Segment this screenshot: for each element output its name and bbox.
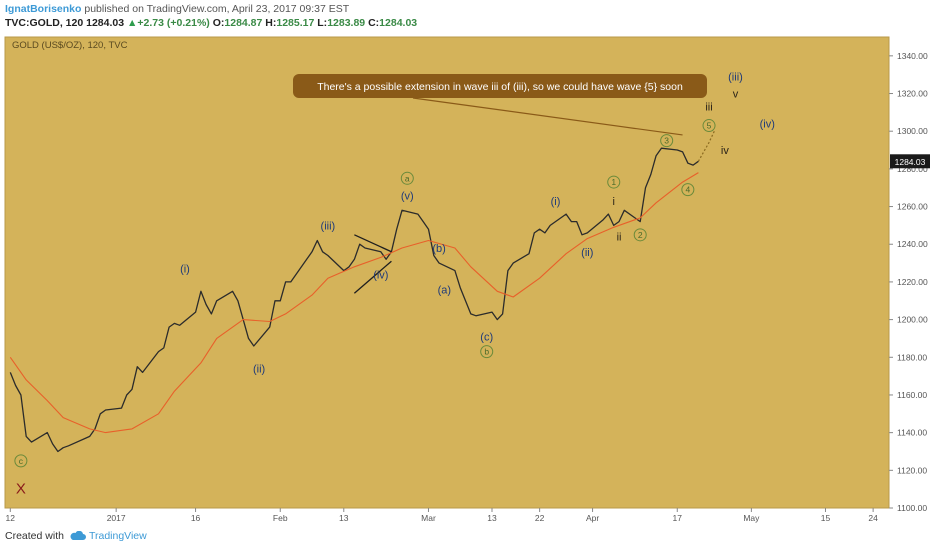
wave-circle-label: 5 [707,121,712,131]
last-price: 1284.03 [86,17,125,29]
up-arrow-icon: ▲ [127,17,138,29]
y-tick-label: 1200.00 [897,315,928,325]
y-tick-label: 1140.00 [897,428,927,438]
wave-label: (iv) [373,269,388,281]
wave-circle-marker [14,454,28,468]
close-value: 1284.03 [379,17,418,29]
close-label: C: [368,17,380,29]
chart-title: GOLD (US$/OZ), 120, TVC [12,40,128,51]
y-tick-label: 1160.00 [897,390,927,400]
x-tick-label: May [743,513,760,523]
minor-wave-label: iii [705,102,712,114]
wave-circle-label: 4 [685,185,690,195]
y-tick-label: 1120.00 [897,465,927,475]
y-tick-label: 1220.00 [897,277,928,287]
wave-label: (iv) [760,119,775,131]
wave-label: (i) [551,196,561,208]
high-label: H: [265,17,277,29]
tradingview-brand: TradingView [88,530,147,542]
x-tick-label: Apr [586,513,599,523]
y-tick-label: 1260.00 [897,202,928,212]
ohlc-header: TVC:GOLD, 120 1284.03 ▲+2.73 (+0.21%) O:… [5,17,417,29]
wave-circle-marker [480,345,494,359]
wave-circle-marker [633,228,647,242]
x-tick-label: 2017 [107,513,126,523]
plot-background [4,36,890,509]
footer: Created with TradingView [5,530,147,542]
low-value: 1283.89 [327,17,366,29]
minor-wave-label: ii [617,232,622,244]
wave-label: (i) [180,264,190,276]
open-label: O: [212,17,225,29]
y-tick-label: 1320.00 [897,89,928,99]
x-tick-label: 16 [191,513,201,523]
created-with-label: Created with [5,530,64,542]
minor-wave-label: v [733,89,739,101]
x-tick-label: 24 [868,513,878,523]
minor-wave-label: i [613,196,615,208]
wave-label: (a) [438,284,451,296]
high-value: 1285.17 [276,17,315,29]
minor-wave-label: iv [721,145,729,157]
wave-label: (c) [480,332,493,344]
wave-circle-label: 2 [638,230,643,240]
wave-circle-label: 1 [611,177,616,187]
open-value: 1284.87 [224,17,263,29]
wave-circle-label: b [484,347,489,357]
symbol-label: TVC:GOLD, 120 [5,17,84,29]
price-line [9,147,699,453]
wave-circle-label: 3 [664,136,669,146]
moving-average-line [9,172,699,434]
y-tick-label: 1180.00 [897,352,927,362]
x-tick-label: 17 [673,513,683,523]
x-tick-label: Feb [273,513,288,523]
author-link[interactable]: IgnatBorisenko [5,3,82,15]
price-change: +2.73 (+0.21%) [137,17,210,29]
callout-box [293,74,707,98]
callout-text: There's a possible extension in wave iii… [317,81,683,93]
wave-circle-marker [660,134,674,148]
y-tick-label: 1100.00 [897,503,927,513]
wave-circle-marker [400,171,414,185]
tradingview-logo[interactable]: TradingView [70,530,147,542]
wave-label: (iii) [728,72,743,84]
wave-circle-label: a [405,173,410,183]
wave-circle-marker [702,119,716,133]
y-tick-label: 1240.00 [897,239,928,249]
x-tick-label: 22 [535,513,545,523]
price-chart[interactable]: GOLD (US$/OZ), 120, TVC 1100.00 1120.00 114… [0,32,932,528]
low-label: L: [317,17,328,29]
x-tick-label: Mar [421,513,436,523]
y-tick-label: 1280.00 [897,164,928,174]
triangle-trendline [353,260,392,294]
x-tick-label: 13 [487,513,497,523]
y-tick-label: 1300.00 [897,126,928,136]
cloud-icon [70,531,86,540]
wave-label: (ii) [581,247,593,259]
wave-label: (v) [401,190,414,202]
publish-header: IgnatBorisenko published on TradingView.… [5,3,349,15]
wave-circle-marker [681,183,695,197]
wave-label: (b) [432,243,445,255]
wave-label: (ii) [253,364,265,376]
projection-path [697,130,715,162]
wave-label: (iii) [321,220,336,232]
x-tick-label: 13 [339,513,349,523]
y-tick-label: 1340.00 [897,51,928,61]
wave-x-label: X [16,480,26,497]
wave-circle-label: c [19,456,24,466]
wave-circle-marker [607,175,621,189]
callout-pointer [412,97,683,136]
x-tick-label: 15 [821,513,831,523]
last-price-tag-label: 1284.03 [895,157,926,167]
publish-info: published on TradingView.com, April 23, … [81,3,350,15]
triangle-trendline [354,234,392,253]
last-price-tag [890,154,930,169]
x-tick-label: 12 [6,513,16,523]
